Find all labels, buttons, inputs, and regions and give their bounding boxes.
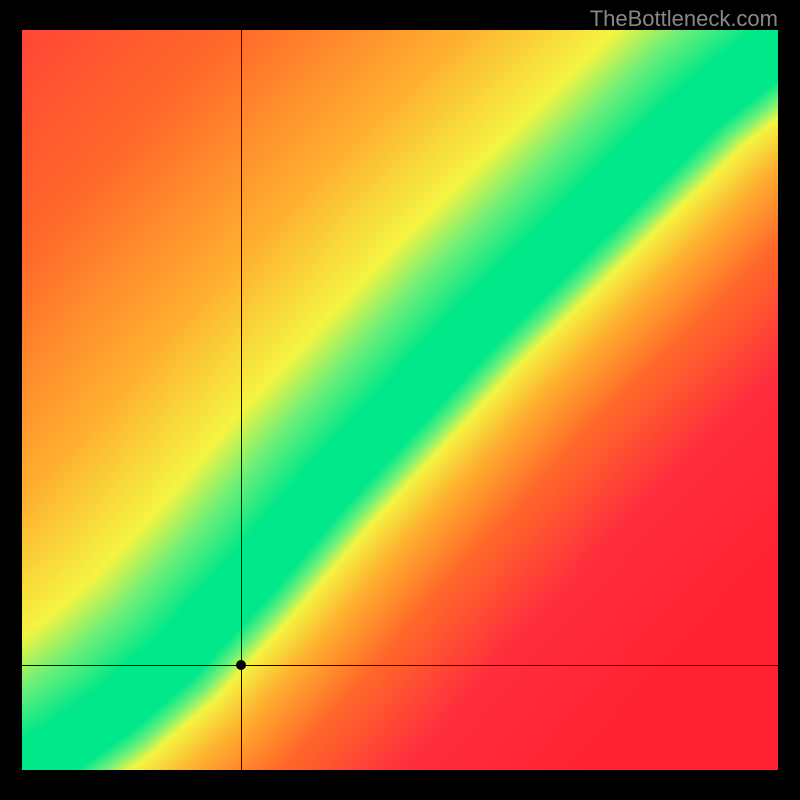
crosshair-horizontal [22,665,778,666]
heatmap-plot [22,30,778,770]
heatmap-canvas [22,30,778,770]
watermark-text: TheBottleneck.com [590,6,778,32]
crosshair-marker [236,660,246,670]
